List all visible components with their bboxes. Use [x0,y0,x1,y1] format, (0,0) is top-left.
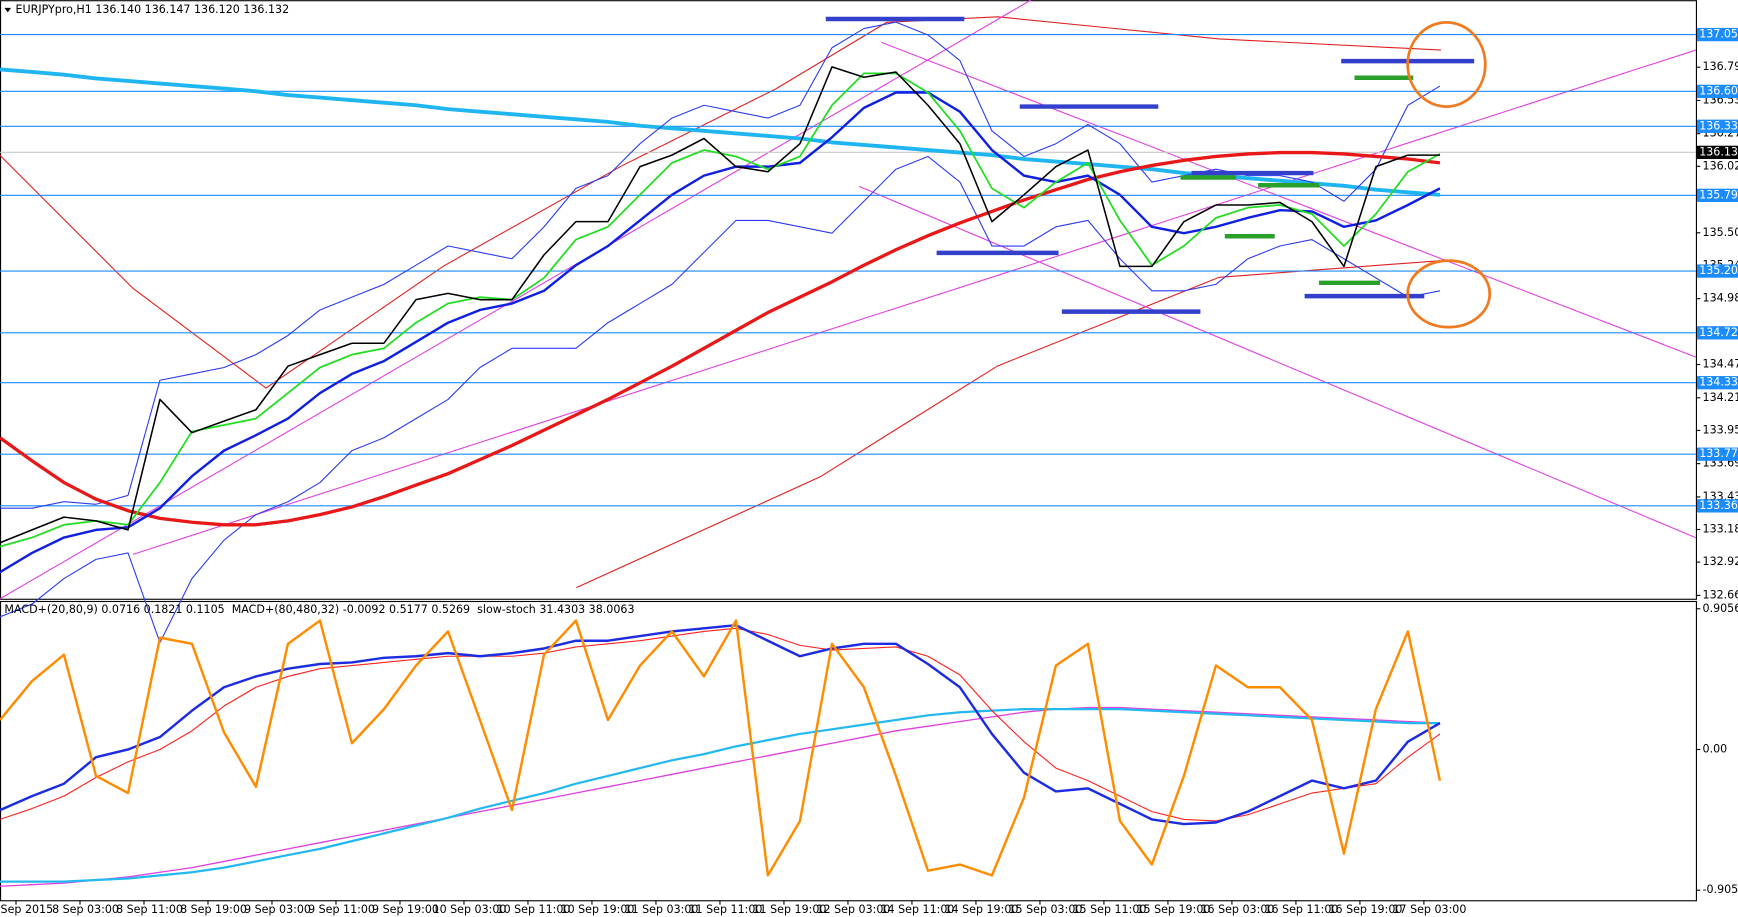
y-tick-label: 132.668 [1703,588,1738,601]
y-tick-label: -0.9056 [1703,883,1738,896]
x-tick-label: 8 Sep 19:00 [180,903,247,916]
level-label: 136.336 [1699,119,1738,132]
x-tick-label: 10 Sep 03:00 [433,903,507,916]
y-tick-label: 0.00 [1703,742,1728,755]
x-tick-label: 16 Sep 03:00 [1200,903,1274,916]
annotations [825,16,1492,329]
x-tick-label: 8 Sep 11:00 [116,903,183,916]
level-label: 133.368 [1699,499,1738,512]
y-tick-label: 135.503 [1703,226,1738,239]
y-tick-label: 134.988 [1703,292,1738,305]
trend-line [0,0,1032,600]
level-label-box [1696,84,1738,99]
series-line [0,619,1442,877]
series-line [0,66,1440,544]
level-label-box [1696,27,1738,42]
y-tick-label: 133.183 [1703,523,1738,536]
x-tick-label: 7 Sep 2015 [0,903,53,916]
x-tick-label: 17 Sep 03:00 [1392,903,1466,916]
x-tick-label: 9 Sep 11:00 [308,903,375,916]
indicator-plot [0,619,1442,887]
x-tick-label: 16 Sep 19:00 [1328,903,1402,916]
x-tick-label: 9 Sep 19:00 [372,903,439,916]
trend-line [880,41,1697,358]
level-label: 136.609 [1699,84,1738,97]
series-line [0,623,1441,826]
x-tick-label: 8 Sep 03:00 [52,903,119,916]
x-tick-label: 11 Sep 11:00 [689,903,763,916]
level-label-box [1696,326,1738,340]
y-tick-label: 0.9056 [1703,602,1738,615]
x-tick-label: 15 Sep 03:00 [1008,903,1082,916]
x-tick-label: 12 Sep 03:00 [817,903,891,916]
level-label-box [1696,264,1738,278]
indicator-title: MACD+(20,80,9) 0.0716 0.1821 0.1105 MACD… [4,603,634,616]
x-tick-label: 14 Sep 11:00 [881,903,955,916]
y-tick-label: 134.473 [1703,358,1738,371]
level-label-box [1696,447,1738,461]
x-tick-label: 15 Sep 19:00 [1136,903,1210,916]
x-tick-label: 11 Sep 19:00 [753,903,827,916]
price-plot [0,21,1696,644]
y-tick-label: 132.928 [1703,555,1738,568]
chart-title: EURJPYpro,H1 136.140 136.147 136.120 136… [16,3,290,16]
x-tick-label: 10 Sep 11:00 [497,903,571,916]
axes: 136.798136.538136.278136.023135.503135.2… [0,27,1738,916]
last-price-box [1696,145,1738,160]
series-line [0,627,1441,822]
main-frame [0,0,1697,600]
level-label: 135.796 [1699,188,1738,201]
level-label: 133.772 [1699,447,1738,460]
envelope-lower [576,260,1441,589]
y-tick-label: 134.213 [1703,391,1738,404]
last-price-label: 136.132 [1699,145,1738,158]
level-label-box [1696,119,1738,133]
y-tick-label: 133.958 [1703,423,1738,436]
series-line [0,706,1440,887]
highlight-circle [1406,20,1487,108]
x-tick-label: 15 Sep 11:00 [1072,903,1146,916]
trend-line [858,185,1697,539]
level-label: 134.721 [1699,326,1738,339]
menu-arrow [4,7,12,13]
envelope-upper [0,16,1441,389]
trend-line [132,49,1697,555]
level-label-box [1696,376,1738,390]
x-tick-label: 10 Sep 19:00 [561,903,635,916]
series-line [0,155,1441,644]
x-tick-label: 11 Sep 03:00 [625,903,699,916]
x-tick-label: 9 Sep 03:00 [244,903,311,916]
series-line [0,708,1440,883]
drawings [0,0,1697,600]
level-label-box [1696,499,1738,513]
series-line [0,150,1441,527]
level-label: 134.331 [1699,376,1738,389]
level-label-box [1696,188,1738,202]
x-tick-label: 14 Sep 19:00 [944,903,1018,916]
level-label: 137.053 [1699,28,1738,41]
y-tick-label: 136.023 [1703,159,1738,172]
series-line [0,91,1441,574]
x-tick-label: 16 Sep 11:00 [1264,903,1338,916]
level-label: 135.204 [1699,264,1738,277]
highlight-circle [1406,259,1492,329]
y-tick-label: 136.798 [1703,60,1738,73]
